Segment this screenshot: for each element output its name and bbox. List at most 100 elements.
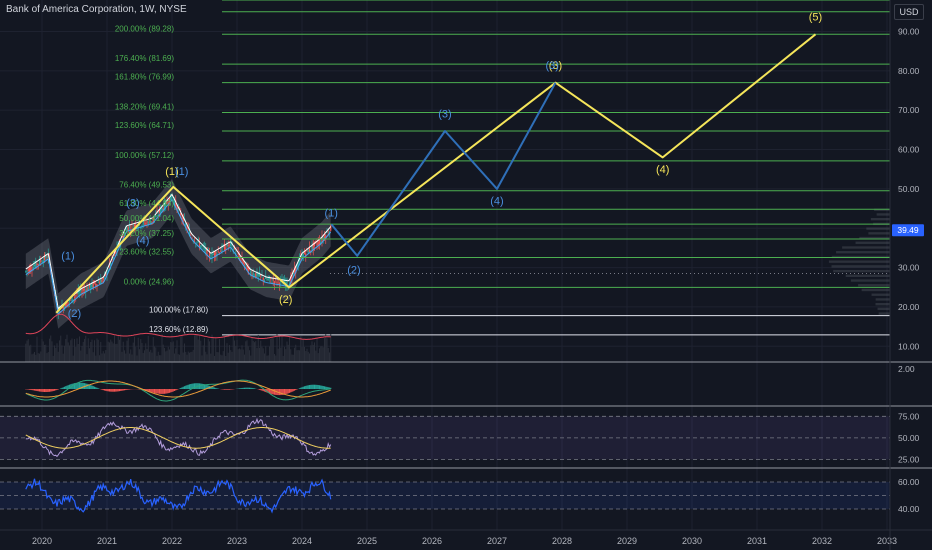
candle-body — [81, 291, 83, 295]
candle-body — [198, 243, 201, 248]
candle-body — [76, 293, 78, 295]
wave-label: (3) — [126, 198, 139, 210]
macd-histogram-bar — [33, 389, 36, 391]
fib-level-label: 61.80% (44.83) — [119, 199, 174, 208]
volume-bar — [146, 348, 148, 362]
volume-bar — [136, 355, 138, 362]
volume-bar — [159, 355, 160, 362]
volume-bar — [330, 334, 332, 362]
volume-bar — [294, 347, 295, 362]
candle-body — [242, 260, 244, 265]
volume-bar — [194, 335, 195, 362]
x-tick-label: 2021 — [97, 536, 117, 546]
candle-body — [163, 201, 166, 211]
macd-histogram-bar — [288, 389, 291, 393]
candle-body — [207, 248, 209, 250]
volume-profile-bar — [859, 236, 890, 240]
macd-histogram-bar — [211, 386, 213, 389]
candle-body — [275, 277, 277, 279]
volume-bar — [142, 353, 144, 362]
volume-bar — [184, 343, 185, 362]
macd-histogram-bar — [330, 387, 332, 389]
macd-histogram-bar — [200, 383, 202, 389]
volume-bar — [261, 346, 263, 362]
candle-body — [273, 281, 276, 285]
candle-body — [26, 270, 28, 272]
candle-body — [112, 257, 114, 259]
volume-bar — [100, 341, 102, 362]
macd-histogram-bar — [182, 386, 184, 389]
fib-level-label: 161.80% (76.99) — [115, 73, 174, 82]
volume-bar — [214, 355, 215, 362]
volume-bar — [82, 341, 84, 362]
volume-bar — [90, 341, 92, 362]
candle-body — [215, 251, 217, 258]
volume-bar — [270, 338, 272, 362]
candle-body — [317, 241, 319, 245]
volume-bar — [144, 350, 145, 362]
volume-bar — [229, 345, 230, 362]
y-tick-label: 20.00 — [898, 302, 920, 312]
candle-body — [128, 225, 131, 228]
macd-histogram-bar — [78, 382, 81, 389]
volume-bar — [152, 336, 154, 362]
macd-histogram-bar — [226, 389, 228, 390]
volume-bar — [297, 350, 299, 362]
candle-body — [145, 222, 147, 225]
candle-body — [186, 226, 188, 229]
fib-level-label: 123.60% (64.71) — [115, 121, 174, 130]
volume-bar — [260, 340, 262, 362]
macd-histogram-bar — [126, 389, 128, 390]
candle-body — [312, 242, 314, 251]
macd-histogram-bar — [46, 389, 48, 392]
candle-body — [158, 208, 161, 213]
macd-histogram-bar — [275, 389, 277, 395]
macd-tick-label: 2.00 — [898, 364, 915, 374]
macd-histogram-bar — [313, 384, 316, 389]
volume-bar — [191, 351, 193, 362]
volume-bar — [282, 355, 284, 362]
macd-histogram-bar — [42, 389, 44, 392]
volume-bar — [97, 339, 99, 362]
macd-histogram-bar — [251, 387, 253, 389]
volume-bar — [79, 336, 80, 362]
volume-bar — [241, 345, 243, 362]
volume-bar — [101, 353, 103, 362]
macd-histogram-bar — [207, 385, 209, 389]
macd-histogram-bar — [47, 389, 49, 392]
candle-body — [87, 287, 89, 291]
macd-histogram-bar — [293, 389, 296, 391]
volume-bar — [35, 354, 37, 362]
candle-body — [181, 217, 183, 220]
macd-histogram-bar — [316, 384, 318, 389]
candle-body — [221, 245, 223, 252]
fib-level-label: 23.60% (32.55) — [119, 248, 174, 257]
volume-bar — [111, 341, 113, 362]
macd-histogram-bar — [225, 389, 227, 390]
volume-bar — [192, 349, 194, 362]
volume-bar — [85, 335, 87, 362]
candle-body — [68, 299, 71, 302]
macd-histogram-bar — [88, 384, 91, 389]
macd-histogram-bar — [171, 389, 173, 392]
macd-histogram-bar — [110, 389, 112, 392]
volume-bar — [69, 345, 70, 362]
macd-histogram-bar — [150, 389, 152, 393]
candle-body — [196, 241, 198, 244]
currency-badge[interactable]: USD — [894, 4, 924, 20]
macd-histogram-bar — [291, 389, 293, 392]
volatility-band — [25, 179, 331, 329]
volume-bar — [77, 343, 79, 362]
volume-bar — [275, 355, 277, 362]
volume-bar — [236, 339, 238, 362]
candle-body — [160, 207, 162, 214]
macd-histogram-bar — [61, 387, 63, 389]
candle-body — [46, 258, 48, 260]
candle-body — [203, 247, 206, 249]
macd-histogram-bar — [123, 389, 126, 391]
volume-bar — [209, 341, 210, 362]
volume-bar — [125, 353, 127, 362]
candle-body — [27, 268, 29, 271]
volume-bar — [91, 339, 93, 362]
